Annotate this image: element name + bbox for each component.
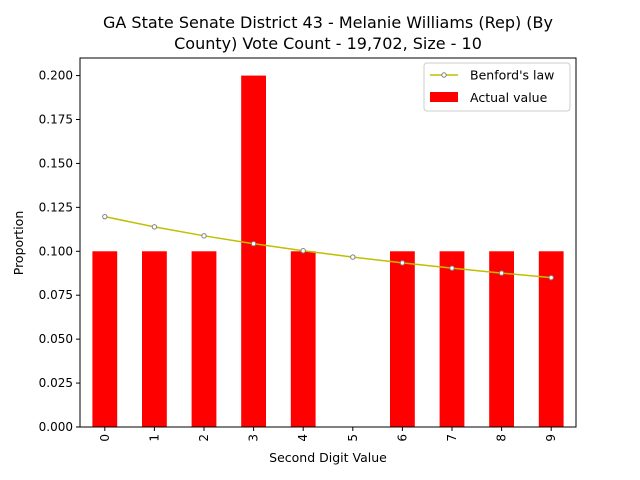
y-tick-label: 0.150 bbox=[39, 156, 73, 170]
bar-3 bbox=[241, 75, 266, 428]
bar-4 bbox=[290, 251, 316, 427]
benford-point-7 bbox=[449, 265, 455, 271]
y-axis-label: Proportion bbox=[11, 211, 26, 276]
x-tick-label-1: 1 bbox=[147, 434, 161, 442]
chart-title-line-2: County) Vote Count - 19,702, Size - 10 bbox=[174, 34, 482, 53]
benford-point-0 bbox=[102, 213, 108, 220]
benford-point-1 bbox=[151, 224, 158, 230]
benford-point-2 bbox=[201, 233, 207, 239]
x-tick-label-8: 8 bbox=[495, 434, 509, 442]
y-tick-label: 0.125 bbox=[39, 200, 73, 214]
x-tick-label-3: 3 bbox=[247, 434, 261, 442]
legend-benford-label: Benford's law bbox=[470, 68, 554, 83]
benford-series bbox=[102, 213, 554, 281]
y-tick-label: 0.200 bbox=[39, 69, 73, 83]
bar-2 bbox=[191, 251, 217, 427]
bar-8 bbox=[489, 251, 514, 427]
y-axis: 0.000 0.025 0.050 0.075 0.100 0.125 0.150 0.175… bbox=[39, 69, 80, 434]
x-tick-label-2: 2 bbox=[197, 434, 211, 442]
y-tick-label: 0.075 bbox=[39, 288, 73, 302]
x-axis: 0 1 2 3 4 5 6 7 8 9 bbox=[98, 427, 558, 442]
bar-series bbox=[92, 75, 564, 428]
benford-point-3 bbox=[250, 241, 257, 247]
y-tick-label: 0.100 bbox=[39, 244, 73, 258]
y-tick-label: 0.025 bbox=[39, 376, 73, 390]
x-tick-label-0: 0 bbox=[98, 434, 112, 442]
legend-benford-marker bbox=[441, 72, 447, 78]
y-tick-label: 0.175 bbox=[39, 113, 73, 127]
legend-actual-swatch bbox=[430, 92, 458, 102]
benford-point-5 bbox=[350, 254, 356, 260]
x-tick-label-9: 9 bbox=[544, 434, 558, 442]
y-tick-label: 0.000 bbox=[39, 420, 73, 434]
bar-0 bbox=[92, 251, 118, 427]
x-tick-label-4: 4 bbox=[296, 434, 310, 442]
bar-7 bbox=[439, 251, 465, 427]
chart-title: GA State Senate District 43 - Melanie Wi… bbox=[103, 13, 553, 53]
x-axis-label: Second Digit Value bbox=[269, 450, 387, 465]
bar-9 bbox=[538, 251, 564, 427]
benford-point-9 bbox=[548, 274, 554, 281]
legend: Benford's law Actual value bbox=[423, 62, 571, 112]
benford-point-6 bbox=[399, 260, 406, 266]
x-tick-label-5: 5 bbox=[346, 434, 360, 442]
legend-box bbox=[423, 62, 571, 112]
chart-title-line-1: GA State Senate District 43 - Melanie Wi… bbox=[103, 13, 553, 32]
benford-point-8 bbox=[498, 270, 505, 276]
benford-line bbox=[104, 215, 552, 279]
plot-frame bbox=[79, 57, 577, 428]
x-tick-label-7: 7 bbox=[445, 434, 459, 442]
benford-point-4 bbox=[300, 248, 306, 254]
x-tick-label-6: 6 bbox=[395, 434, 409, 442]
y-tick-label: 0.050 bbox=[39, 332, 73, 346]
legend-actual-label: Actual value bbox=[470, 90, 548, 105]
bar-1 bbox=[142, 251, 167, 427]
bar-6 bbox=[390, 251, 415, 427]
